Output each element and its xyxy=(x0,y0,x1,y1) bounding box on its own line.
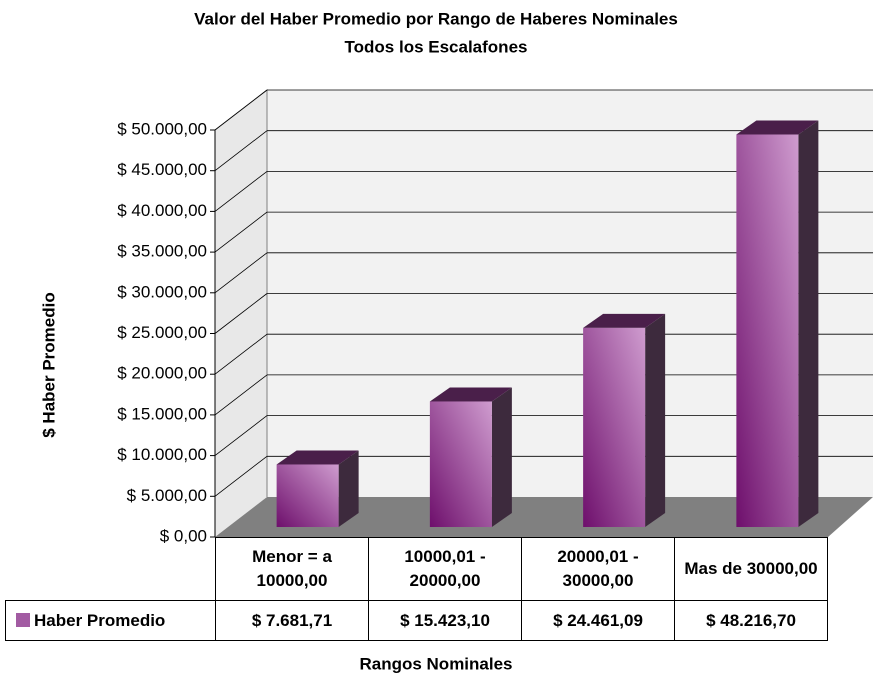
y-tick-label: $ 25.000,00 xyxy=(117,323,207,342)
bar-side xyxy=(798,120,819,528)
y-tick-label: $ 10.000,00 xyxy=(117,445,207,464)
bar-side xyxy=(338,450,359,527)
category-label: 10000,01 - 20000,00 xyxy=(368,537,522,601)
bar-side xyxy=(491,387,512,527)
grid-line xyxy=(214,89,268,131)
bar xyxy=(429,401,492,527)
category-label: 20000,01 - 30000,00 xyxy=(521,537,675,601)
grid-line xyxy=(214,333,268,375)
bar xyxy=(583,327,646,527)
legend-label: Haber Promedio xyxy=(34,610,166,630)
y-tick-label: $ 15.000,00 xyxy=(117,404,207,423)
data-table: Haber Promedio $ 7.681,71 $ 15.423,10 $ 24… xyxy=(5,600,828,641)
bar-top xyxy=(276,450,359,465)
y-tick-label: $ 50.000,00 xyxy=(117,119,207,138)
grid-line xyxy=(214,171,268,212)
x-axis-label: Rangos Nominales xyxy=(359,654,512,673)
category-label: Mas de 30000,00 xyxy=(674,537,828,601)
grid-line xyxy=(214,455,268,497)
value-label: $ 48.216,70 xyxy=(674,600,828,641)
grid-line xyxy=(214,252,268,294)
y-tick-label: $ 35.000,00 xyxy=(117,242,207,261)
category-label: Menor = a 10000,00 xyxy=(215,537,369,601)
y-axis-label: $ Haber Promedio xyxy=(39,292,58,438)
value-label: $ 7.681,71 xyxy=(215,600,369,641)
grid-line xyxy=(214,211,268,253)
bar-top xyxy=(736,120,819,135)
y-tick-label: $ 20.000,00 xyxy=(117,364,207,383)
bar xyxy=(736,134,799,528)
legend-key xyxy=(16,612,30,627)
value-label: $ 24.461,09 xyxy=(521,600,675,641)
chart-subtitle: Todos los Escalafones xyxy=(345,37,528,56)
y-tick-label: $ 5.000,00 xyxy=(127,486,207,505)
value-label: $ 15.423,10 xyxy=(368,600,522,641)
bar-top xyxy=(429,387,512,402)
bar xyxy=(276,464,339,527)
grid-line xyxy=(214,130,268,172)
grid-line xyxy=(214,415,268,456)
grid-line xyxy=(214,374,268,416)
y-tick-label: $ 30.000,00 xyxy=(117,282,207,301)
y-tick-label: $ 0,00 xyxy=(160,526,207,545)
chart-title: Valor del Haber Promedio por Rango de Ha… xyxy=(194,9,678,28)
bar-top xyxy=(583,313,666,328)
floor xyxy=(215,497,873,537)
y-tick-label: $ 40.000,00 xyxy=(117,201,207,220)
y-tick-label: $ 45.000,00 xyxy=(117,160,207,179)
bar-side xyxy=(645,313,666,527)
legend-cell: Haber Promedio xyxy=(5,600,216,641)
grid-line xyxy=(214,293,268,334)
data-table-header: Menor = a 10000,00 10000,01 - 20000,00 200… xyxy=(215,537,828,601)
